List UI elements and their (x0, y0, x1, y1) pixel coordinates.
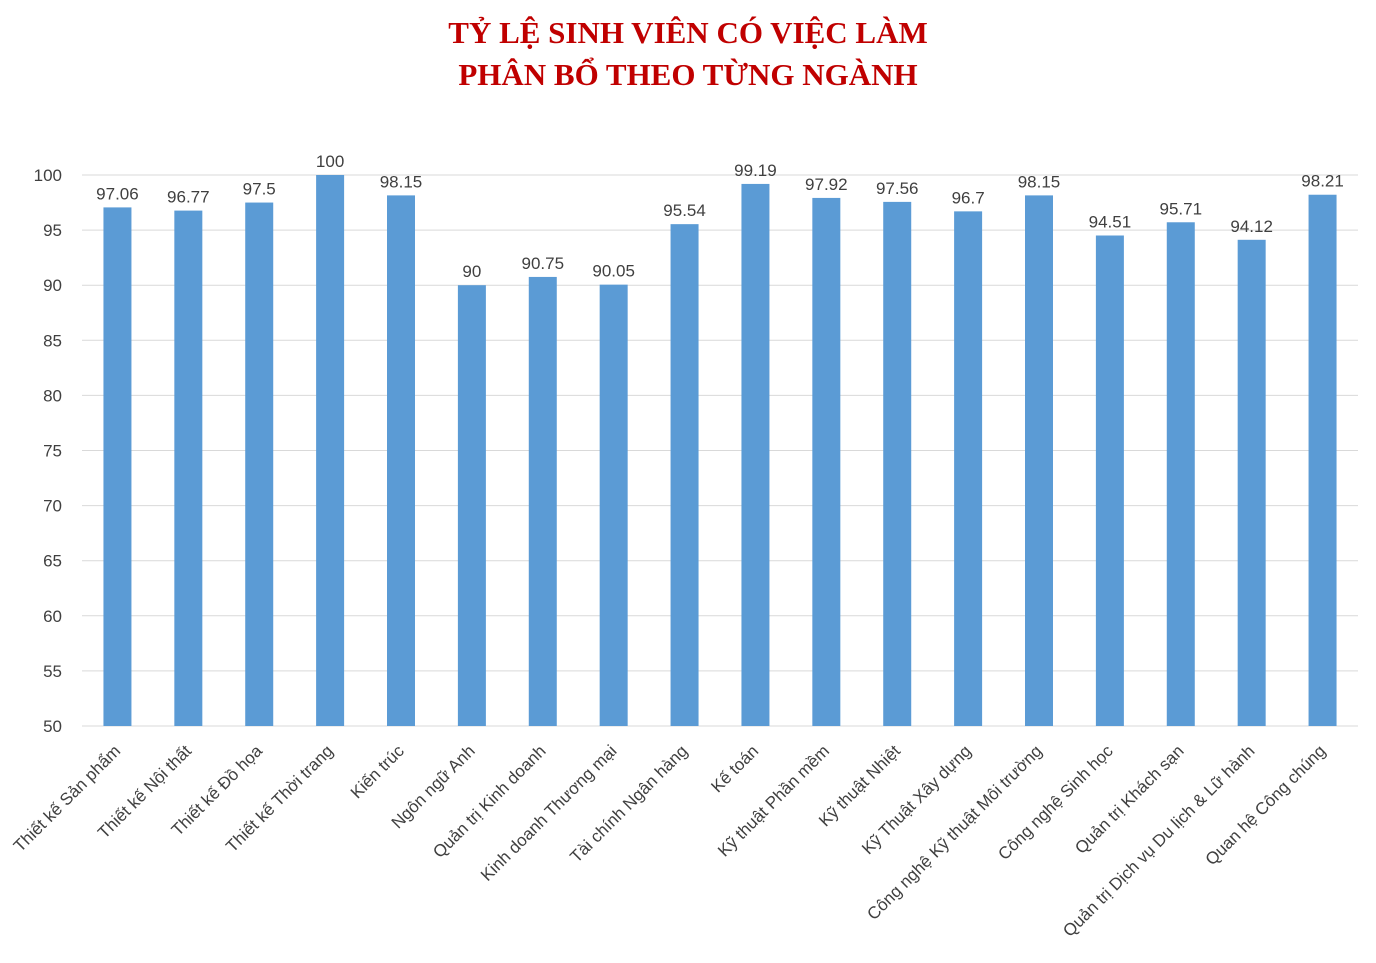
data-label: 100 (316, 152, 344, 171)
x-tick-label: Quan hệ Công chúng (1202, 741, 1330, 869)
data-label: 97.56 (876, 179, 919, 198)
data-label: 95.54 (663, 201, 706, 220)
bar (1166, 222, 1195, 726)
y-tick-label: 80 (43, 386, 62, 405)
y-tick-label: 100 (34, 166, 62, 185)
chart-title: TỶ LỆ SINH VIÊN CÓ VIỆC LÀM (448, 15, 928, 50)
data-label: 94.12 (1230, 217, 1273, 236)
bar (883, 201, 912, 726)
data-label: 90.05 (592, 262, 635, 281)
bar (1237, 239, 1266, 726)
y-tick-label: 70 (43, 497, 62, 516)
y-tick-label: 90 (43, 276, 62, 295)
data-label: 95.71 (1160, 199, 1203, 218)
x-tick-label: Công nghệ Sinh học (994, 741, 1117, 864)
bar (599, 284, 628, 726)
y-tick-label: 75 (43, 442, 62, 461)
y-tick-label: 55 (43, 662, 62, 681)
y-tick-label: 65 (43, 552, 62, 571)
x-tick-label: Tài chính Ngân hàng (566, 741, 691, 866)
bar (1308, 194, 1337, 726)
y-tick-label: 85 (43, 331, 62, 350)
x-tick-label: Kế toán (707, 741, 762, 796)
x-tick-label: Kiến trúc (347, 741, 408, 802)
data-label: 98.21 (1301, 172, 1344, 191)
bar (954, 211, 983, 727)
data-label: 97.5 (243, 180, 276, 199)
bar (812, 197, 841, 726)
y-tick-label: 50 (43, 717, 62, 736)
bar (457, 285, 486, 726)
data-label: 90 (462, 262, 481, 281)
data-label-layer: 97.06 96.77 97.5 100 98.15 90 90.75 90.05 95.54 9… (96, 152, 1344, 281)
y-tick-label: 95 (43, 221, 62, 240)
bar (245, 202, 274, 727)
bar (387, 195, 415, 727)
data-label: 99.19 (734, 161, 777, 180)
y-axis-ticks: 50 55 60 65 70 75 80 85 90 95 100 (34, 166, 62, 736)
grid-layer (82, 174, 1358, 727)
data-label: 97.92 (805, 175, 848, 194)
data-label: 90.75 (522, 254, 565, 273)
bar (103, 207, 132, 726)
bar (1095, 235, 1124, 726)
chart-subtitle: PHÂN BỔ THEO TỪNG NGÀNH (458, 57, 918, 92)
data-label: 97.06 (96, 184, 139, 203)
x-tick-label: Kinh doanh Thương mại (477, 741, 620, 884)
bar-layer (103, 175, 1337, 727)
bar (174, 210, 203, 726)
y-tick-label: 60 (43, 607, 62, 626)
data-label: 98.15 (380, 172, 423, 191)
data-label: 96.7 (952, 188, 985, 207)
bar (316, 175, 345, 726)
bar (670, 224, 699, 726)
data-label: 96.77 (167, 188, 210, 207)
chart-title-block: TỶ LỆ SINH VIÊN CÓ VIỆC LÀM PHÂN BỔ THEO… (0, 12, 1376, 96)
bar (741, 183, 770, 726)
bar (1025, 195, 1053, 727)
bar (528, 276, 557, 726)
data-label: 98.15 (1018, 172, 1061, 191)
data-label: 94.51 (1089, 212, 1132, 231)
